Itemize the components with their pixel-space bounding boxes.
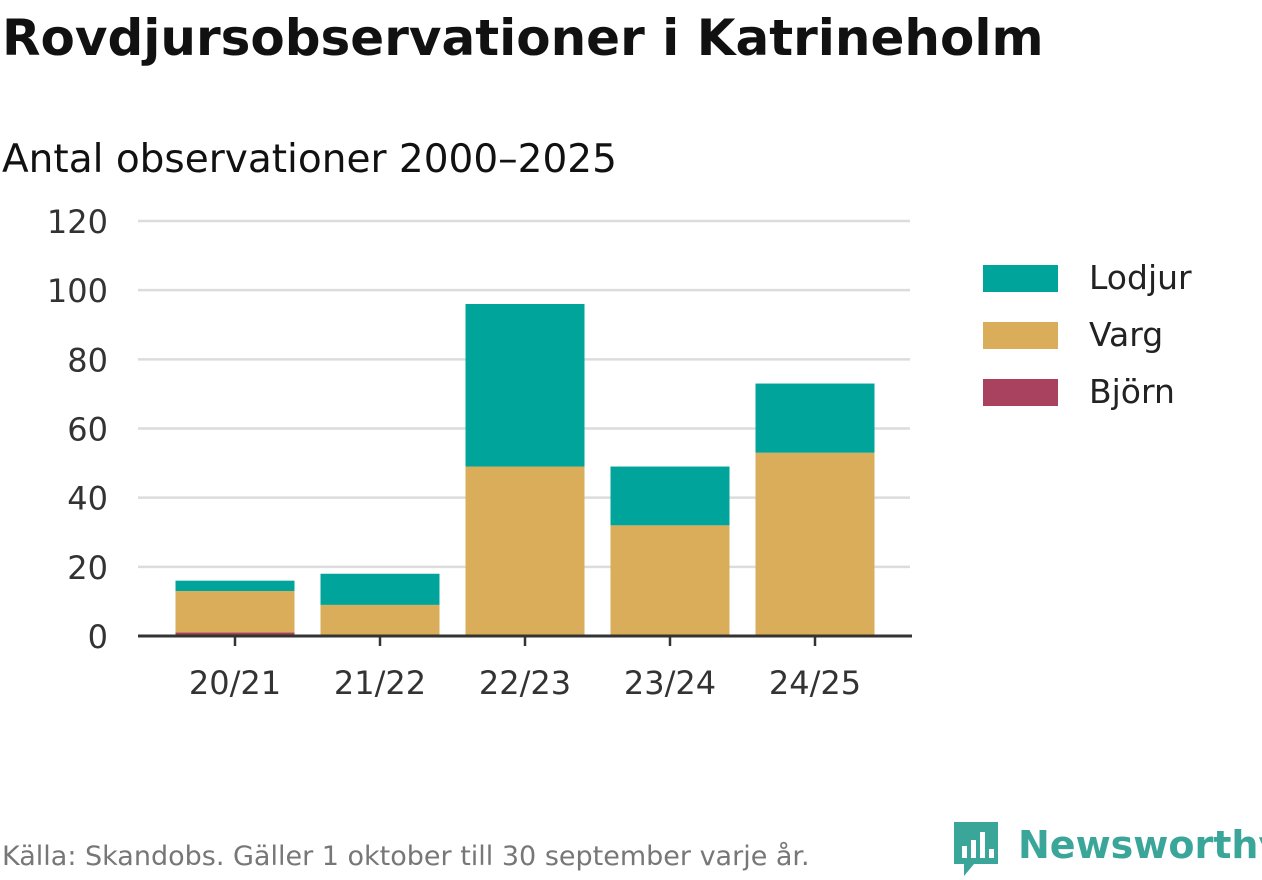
bar-segment-lodjur xyxy=(755,383,875,453)
y-tick-label: 100 xyxy=(47,272,108,310)
y-axis-ticks: 0 20 40 60 80 100 120 xyxy=(47,203,108,656)
chart-subtitle: Antal observationer 2000–2025 xyxy=(2,137,617,182)
bar-segment-varg xyxy=(610,525,730,636)
bar-segment-lodjur xyxy=(175,580,295,592)
x-tick-label: 20/21 xyxy=(189,664,281,702)
bar-segment-lodjur xyxy=(610,466,730,526)
bars xyxy=(175,304,875,636)
bar-segment-bjorn xyxy=(175,632,295,636)
x-tick-label: 22/23 xyxy=(479,664,571,702)
brand-name: Newsworthy xyxy=(1018,823,1262,867)
bar-segment-lodjur xyxy=(320,573,440,605)
y-tick-label: 0 xyxy=(88,618,108,656)
y-tick-label: 120 xyxy=(47,203,108,241)
source-note: Källa: Skandobs. Gäller 1 oktober till 3… xyxy=(2,841,810,872)
y-tick-label: 80 xyxy=(67,341,108,379)
legend-label-lodjur: Lodjur xyxy=(1089,258,1192,297)
x-tick-label: 24/25 xyxy=(769,664,861,702)
bar-segment-varg xyxy=(320,604,440,636)
legend-item-lodjur: Lodjur xyxy=(983,252,1253,309)
bar-segment-varg xyxy=(465,466,585,636)
legend-item-bjorn: Björn xyxy=(983,366,1253,423)
bar-segment-varg xyxy=(755,452,875,636)
legend-label-varg: Varg xyxy=(1089,315,1164,354)
y-tick-label: 40 xyxy=(67,480,108,518)
legend-item-varg: Varg xyxy=(983,309,1253,366)
x-tick-label: 21/22 xyxy=(334,664,426,702)
x-tick-label: 23/24 xyxy=(624,664,716,702)
newsworthy-logo-icon xyxy=(954,822,998,876)
chart-title: Rovdjursobservationer i Katrineholm xyxy=(2,9,1044,67)
legend-swatch-varg xyxy=(983,322,1058,349)
legend-swatch-bjorn xyxy=(983,379,1058,406)
bar-segment-lodjur xyxy=(465,304,585,467)
y-tick-label: 20 xyxy=(67,549,108,587)
x-axis-ticks: 20/21 21/22 22/23 23/24 24/25 xyxy=(189,636,861,702)
brand-logo: Newsworthy xyxy=(950,818,1262,880)
bar-segment-varg xyxy=(175,591,295,633)
chart-legend: Lodjur Varg Björn xyxy=(983,252,1253,423)
y-tick-label: 60 xyxy=(67,411,108,449)
legend-swatch-lodjur xyxy=(983,265,1058,292)
legend-label-bjorn: Björn xyxy=(1089,372,1175,411)
